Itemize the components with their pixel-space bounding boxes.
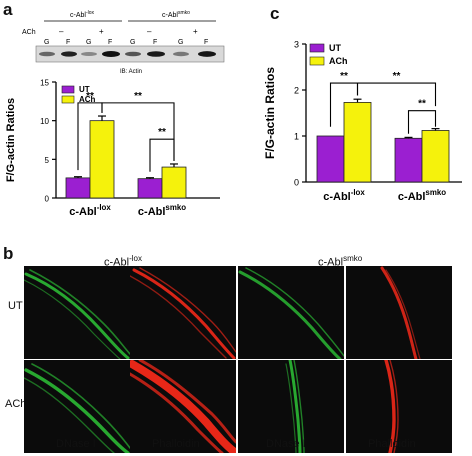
blot-lane-5: G (130, 39, 135, 46)
x-category-label: c-Abl-lox (69, 203, 111, 218)
x-category-label: c-Ablsmko (398, 188, 446, 203)
significance-bracket (149, 138, 175, 172)
bar-ach-1 (421, 130, 450, 183)
blot-lane-1: G (44, 39, 49, 46)
row-label-ach: ACh (5, 398, 27, 410)
blot-band-6 (147, 51, 165, 57)
chart-a: 0 5 10 15 F/G-actin Ratios c-Abl-lox c-Ablsmko… (5, 79, 220, 218)
bar-ach-1 (161, 166, 187, 199)
micrograph-smko-ach-phalloidin (346, 360, 452, 453)
bar-ut-0 (65, 177, 91, 199)
y-tick-label: 3 (294, 40, 299, 50)
x-category-label: c-Ablsmko (138, 203, 186, 218)
stain-label-2: Phalloidin (152, 438, 200, 450)
legend-label-ach: ACh (79, 95, 96, 104)
blot-ach-label: ACh (22, 29, 36, 36)
micrograph-lox-ach-phalloidin (130, 360, 236, 453)
micrograph-lox-ut-phalloidin (130, 266, 236, 359)
legend-swatch-ut (309, 43, 325, 53)
blot-sign-1: – (59, 27, 64, 36)
micrograph-lox-ut-dnase (24, 266, 130, 359)
y-tick-label: 0 (45, 195, 50, 204)
significance-bracket (356, 82, 437, 107)
blot-group-right: c-Ablsmko (162, 10, 190, 19)
blot-band-4 (102, 51, 120, 57)
significance-bracket (407, 110, 437, 134)
legend-swatch-ach (61, 95, 75, 104)
micro-group-right-label: c-Ablsmko (318, 254, 363, 269)
significance-label: ** (340, 71, 348, 82)
stain-label-3: DNase I (266, 438, 306, 450)
significance-label: ** (86, 91, 94, 102)
legend-label-ut: UT (79, 85, 90, 94)
significance-label: ** (134, 91, 142, 102)
significance-label: ** (158, 127, 166, 138)
y-tick-label: 15 (40, 79, 49, 88)
chart-c: 0 1 2 3 F/G-actin Ratios c-Abl-lox c-Ablsmko **… (263, 40, 462, 203)
legend-label-ut: UT (329, 43, 341, 53)
legend-swatch-ach (309, 56, 325, 66)
significance-label: ** (393, 71, 401, 82)
significance-bracket (101, 102, 175, 161)
micro-group-left-label: c-Abl-lox (104, 254, 142, 269)
micrograph-lox-ach-dnase (24, 360, 130, 453)
blot-band-8 (198, 51, 216, 57)
bar-ut-0 (316, 135, 345, 183)
blot-lane-4: F (108, 39, 112, 46)
blot-band-3 (81, 52, 97, 56)
stain-label-4: Phalloidin (368, 438, 416, 450)
western-blot: c-Abl-lox c-Ablsmko ACh – + – + G F G F … (22, 6, 228, 76)
stain-label-1: DNase I (56, 438, 96, 450)
y-axis-label: F/G-actin Ratios (263, 67, 277, 159)
blot-sign-2: + (99, 27, 104, 36)
legend-label-ach: ACh (329, 56, 348, 66)
bar-ut-1 (394, 137, 423, 183)
bar-ach-0 (89, 120, 115, 199)
blot-band-2 (61, 51, 77, 57)
y-tick-label: 10 (40, 117, 49, 126)
y-tick-label: 2 (294, 86, 299, 96)
y-tick-label: 5 (45, 156, 50, 165)
blot-caption: IB: Actin (120, 69, 142, 75)
blot-lane-7: G (178, 39, 183, 46)
blot-svg: c-Abl-lox c-Ablsmko ACh – + – + G F G F … (22, 10, 225, 75)
blot-band-7 (173, 51, 189, 57)
blot-lane-2: F (66, 39, 70, 46)
panel-label-c: c (270, 4, 280, 23)
blot-group-left: c-Abl-lox (70, 10, 95, 19)
micrograph-smko-ut-dnase (238, 266, 344, 359)
row-label-ut: UT (8, 300, 23, 312)
micrograph-smko-ach-dnase (238, 360, 344, 453)
blot-lane-6: F (153, 39, 157, 46)
blot-band-5 (125, 51, 141, 57)
bar-ach-0 (343, 102, 372, 183)
legend-swatch-ut (61, 85, 75, 94)
significance-label: ** (418, 99, 426, 110)
y-tick-label: 1 (294, 132, 299, 142)
blot-band-1 (39, 51, 55, 57)
y-axis-label: F/G-actin Ratios (5, 98, 17, 182)
micrograph-smko-ut-phalloidin (346, 266, 452, 359)
bar-ut-1 (137, 178, 163, 199)
blot-lane-8: F (204, 39, 208, 46)
panel-label-b: b (3, 244, 14, 263)
blot-sign-4: + (193, 27, 198, 36)
panel-label-a: a (3, 0, 13, 19)
blot-sign-3: – (147, 27, 152, 36)
x-category-label: c-Abl-lox (323, 188, 365, 203)
blot-lane-3: G (86, 39, 91, 46)
y-tick-label: 0 (294, 178, 299, 188)
